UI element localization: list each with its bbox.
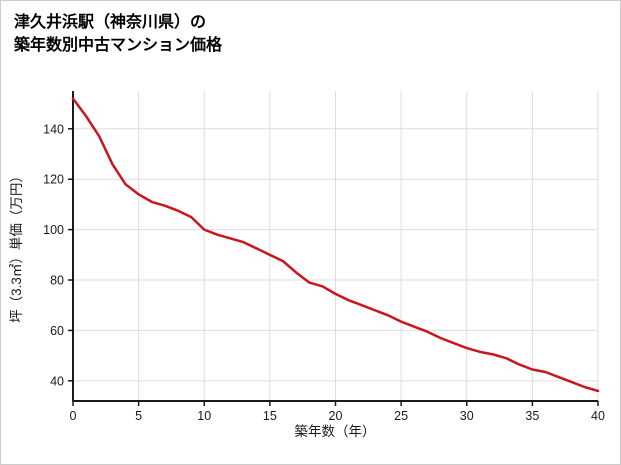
page-title-line2: 築年数別中古マンション価格 (14, 37, 223, 55)
y-tick-label: 60 (50, 324, 64, 338)
x-tick-label: 0 (70, 409, 77, 423)
x-tick-label: 15 (263, 409, 277, 423)
y-tick-label: 100 (43, 223, 64, 237)
price-by-age-line-chart: 0 5 10 15 20 25 30 35 40 40 60 80 100 120 140 築年数（年） 坪… (9, 91, 605, 439)
x-tick-label: 20 (329, 409, 343, 423)
x-tick-label: 5 (135, 409, 142, 423)
x-axis-label: 築年数（年） (295, 424, 376, 439)
page-title: 津久井浜駅（神奈川県）の 築年数別中古マンション価格 (14, 11, 222, 57)
y-tick-label: 40 (50, 374, 64, 388)
x-tick-label: 35 (525, 409, 539, 423)
x-tick-label: 10 (197, 409, 211, 423)
x-tick-label: 40 (591, 409, 605, 423)
y-tick-label: 120 (43, 173, 64, 187)
x-tick-label: 25 (394, 409, 408, 423)
plot-area: 0 5 10 15 20 25 30 35 40 40 60 80 100 120 140 (43, 91, 605, 423)
y-tick-label: 140 (43, 122, 64, 136)
x-tick-label: 30 (460, 409, 474, 423)
y-tick-label: 80 (50, 274, 64, 288)
price-line-series (71, 97, 600, 393)
y-axis-label: 坪（3.3㎡）単価（万円） (9, 169, 24, 323)
page-title-line1: 津久井浜駅（神奈川県）の (14, 14, 207, 31)
